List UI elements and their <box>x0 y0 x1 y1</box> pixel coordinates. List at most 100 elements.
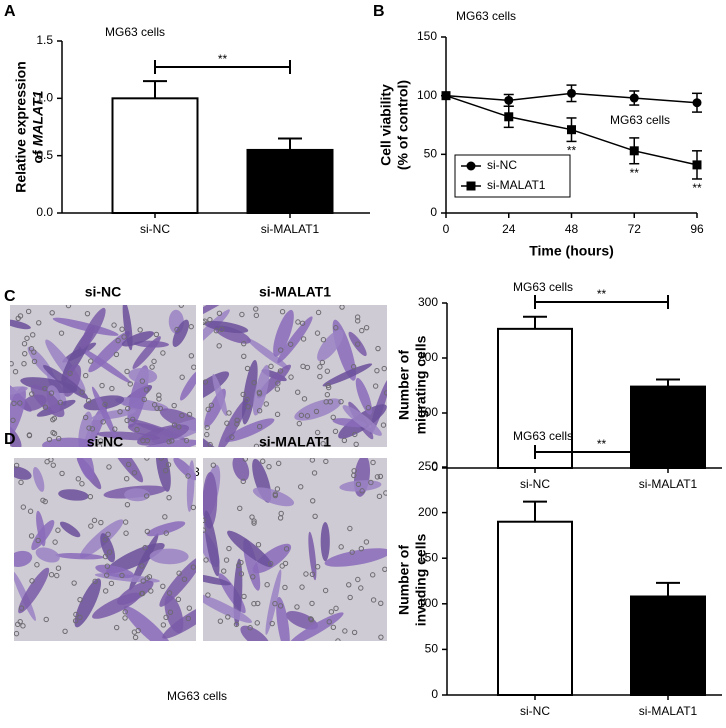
pore <box>79 389 85 395</box>
cell <box>276 596 290 641</box>
pore <box>46 436 53 443</box>
y-tick-label: 300 <box>418 295 438 309</box>
micrograph-content <box>203 305 387 447</box>
annotation: MG63 cells <box>513 429 573 443</box>
pore <box>354 314 361 320</box>
pore <box>368 479 374 486</box>
pore <box>141 396 147 403</box>
pore <box>86 425 92 431</box>
cell <box>146 521 186 537</box>
y-tick-label: 100 <box>417 88 437 102</box>
cell <box>203 593 253 623</box>
cell <box>132 336 161 369</box>
pore <box>263 401 269 407</box>
pore <box>102 553 109 560</box>
y-axis-label-italic: MALAT1 <box>29 90 45 146</box>
cell <box>180 370 196 401</box>
cell <box>204 510 220 577</box>
marker <box>692 98 702 108</box>
pore <box>332 428 339 435</box>
pore <box>121 334 127 340</box>
pore <box>314 564 321 570</box>
x-tick-label: 48 <box>565 222 579 236</box>
pore <box>51 415 57 422</box>
pore <box>24 335 30 341</box>
pore <box>113 351 120 358</box>
cell <box>20 377 78 394</box>
pore <box>238 571 245 577</box>
x-tick-label: si-NC <box>520 704 550 718</box>
pore <box>160 622 167 628</box>
pore <box>376 493 383 500</box>
x-tick-label: si-MALAT1 <box>639 477 698 491</box>
pore <box>176 570 182 576</box>
y-axis-label-line: Cell viability <box>377 84 393 166</box>
pore <box>313 408 320 415</box>
cell <box>42 364 89 399</box>
cell <box>141 439 196 447</box>
pore <box>18 605 25 611</box>
pore <box>365 405 372 411</box>
pore <box>190 564 196 570</box>
pore <box>262 443 268 447</box>
pore <box>350 364 357 370</box>
pore <box>274 386 281 392</box>
pore <box>20 504 27 510</box>
x-tick-label: 72 <box>628 222 642 236</box>
pore <box>295 319 301 325</box>
pore <box>44 459 50 465</box>
cell <box>203 320 249 334</box>
pore <box>325 382 331 389</box>
pore <box>233 621 240 628</box>
pore <box>300 336 307 342</box>
pore <box>225 614 231 620</box>
pore <box>156 392 162 398</box>
pore <box>163 530 169 536</box>
pore <box>314 330 321 336</box>
pore <box>320 337 327 343</box>
pore <box>34 562 40 568</box>
pore <box>355 341 361 347</box>
legend-label: si-NC <box>487 158 517 172</box>
marker <box>629 146 639 156</box>
micrograph-content <box>203 458 387 641</box>
pore <box>251 518 257 524</box>
pore <box>166 494 172 501</box>
pore <box>221 568 227 574</box>
pore <box>125 405 131 412</box>
pore <box>29 578 35 584</box>
pore <box>40 497 46 503</box>
pore <box>12 369 19 375</box>
pore <box>57 399 64 406</box>
pore <box>283 546 290 552</box>
pore <box>203 379 209 385</box>
pore <box>372 383 379 389</box>
x-tick-label: si-MALAT1 <box>261 222 320 236</box>
pore <box>139 378 146 384</box>
pore <box>330 624 337 630</box>
pore <box>341 437 348 444</box>
pore <box>67 370 73 376</box>
cell <box>10 319 31 330</box>
cell <box>14 550 33 567</box>
cell <box>232 458 250 481</box>
pore <box>36 320 42 326</box>
pore <box>43 616 49 623</box>
pore <box>346 582 352 588</box>
pore <box>119 572 125 579</box>
pore <box>158 458 164 461</box>
pore <box>311 470 318 476</box>
pore <box>241 353 247 360</box>
pore <box>244 396 250 403</box>
pore <box>312 513 318 520</box>
pore <box>282 584 288 591</box>
cell <box>322 363 373 387</box>
annotation: MG63 cells <box>456 9 516 23</box>
pore <box>208 402 215 408</box>
pore <box>82 414 89 421</box>
y-axis-label: Relative expressionof MALAT1 <box>12 61 45 193</box>
pore <box>296 420 303 427</box>
pore <box>15 315 21 321</box>
pore <box>17 400 23 406</box>
pore <box>103 572 110 578</box>
